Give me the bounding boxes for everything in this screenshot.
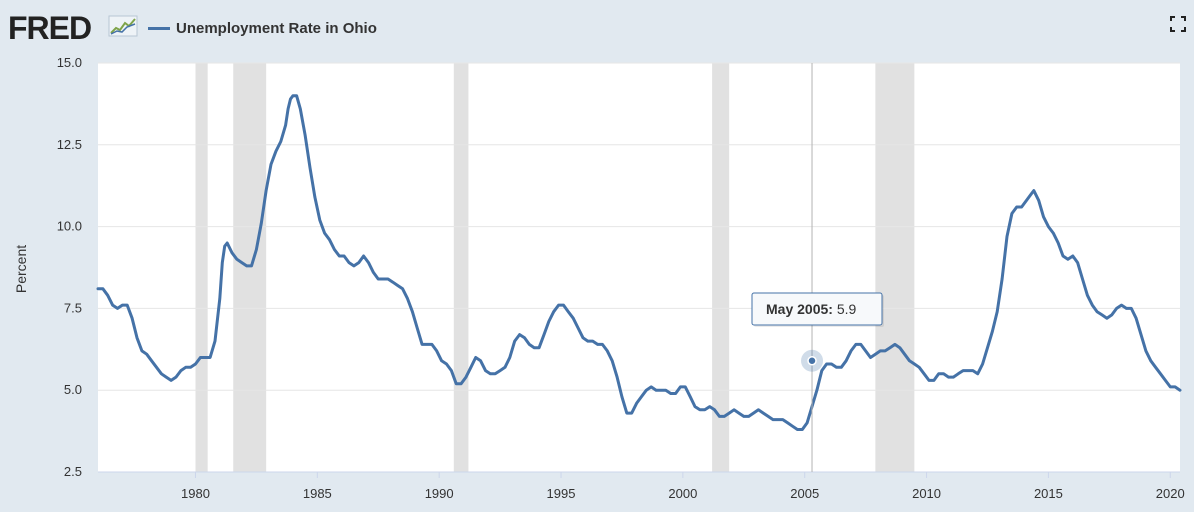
x-tick-label: 1990: [425, 486, 454, 501]
y-axis-label: Percent: [13, 245, 29, 293]
recession-band: [233, 63, 267, 472]
fullscreen-icon[interactable]: [1170, 16, 1186, 32]
x-tick-label: 1995: [547, 486, 576, 501]
x-tick-label: 2010: [912, 486, 941, 501]
chart-header: FRED Unemployment Rate in Ohio: [0, 0, 1194, 54]
y-tick-label: 5.0: [64, 382, 82, 397]
y-tick-label: 15.0: [57, 55, 82, 70]
tooltip-date: May 2005:: [766, 301, 833, 317]
series-line[interactable]: [96, 94, 1182, 431]
x-tick-label: 2020: [1156, 486, 1185, 501]
recession-band: [195, 63, 208, 472]
tooltip-box: [751, 292, 883, 326]
hover-point[interactable]: [807, 356, 817, 366]
y-tick-label: 7.5: [64, 300, 82, 315]
x-tick-label: 1985: [303, 486, 332, 501]
unemployment-chart[interactable]: 2.5 5.0 7.5 10.0 12.5 15.0 1980 1985 1990 1995 20…: [0, 54, 1194, 512]
recession-band: [712, 63, 730, 472]
recession-band: [453, 63, 469, 472]
tooltip-text: May 2005: 5.9: [766, 301, 857, 317]
y-tick-label: 12.5: [57, 137, 82, 152]
chart-legend[interactable]: Unemployment Rate in Ohio: [148, 18, 377, 38]
plot-area: [98, 63, 1180, 472]
y-tick-label: 10.0: [57, 219, 82, 234]
x-tick-label: 2000: [668, 486, 697, 501]
x-tick-label: 1980: [181, 486, 210, 501]
fred-logo[interactable]: FRED: [8, 10, 92, 46]
x-tick-label: 2005: [790, 486, 819, 501]
legend-swatch: [148, 26, 170, 30]
tooltip-value: 5.9: [833, 301, 857, 317]
recession-band: [875, 63, 915, 472]
chart-line-icon: [108, 15, 138, 37]
x-tick-label: 2015: [1034, 486, 1063, 501]
y-tick-label: 2.5: [64, 464, 82, 479]
legend-label: Unemployment Rate in Ohio: [176, 19, 377, 37]
